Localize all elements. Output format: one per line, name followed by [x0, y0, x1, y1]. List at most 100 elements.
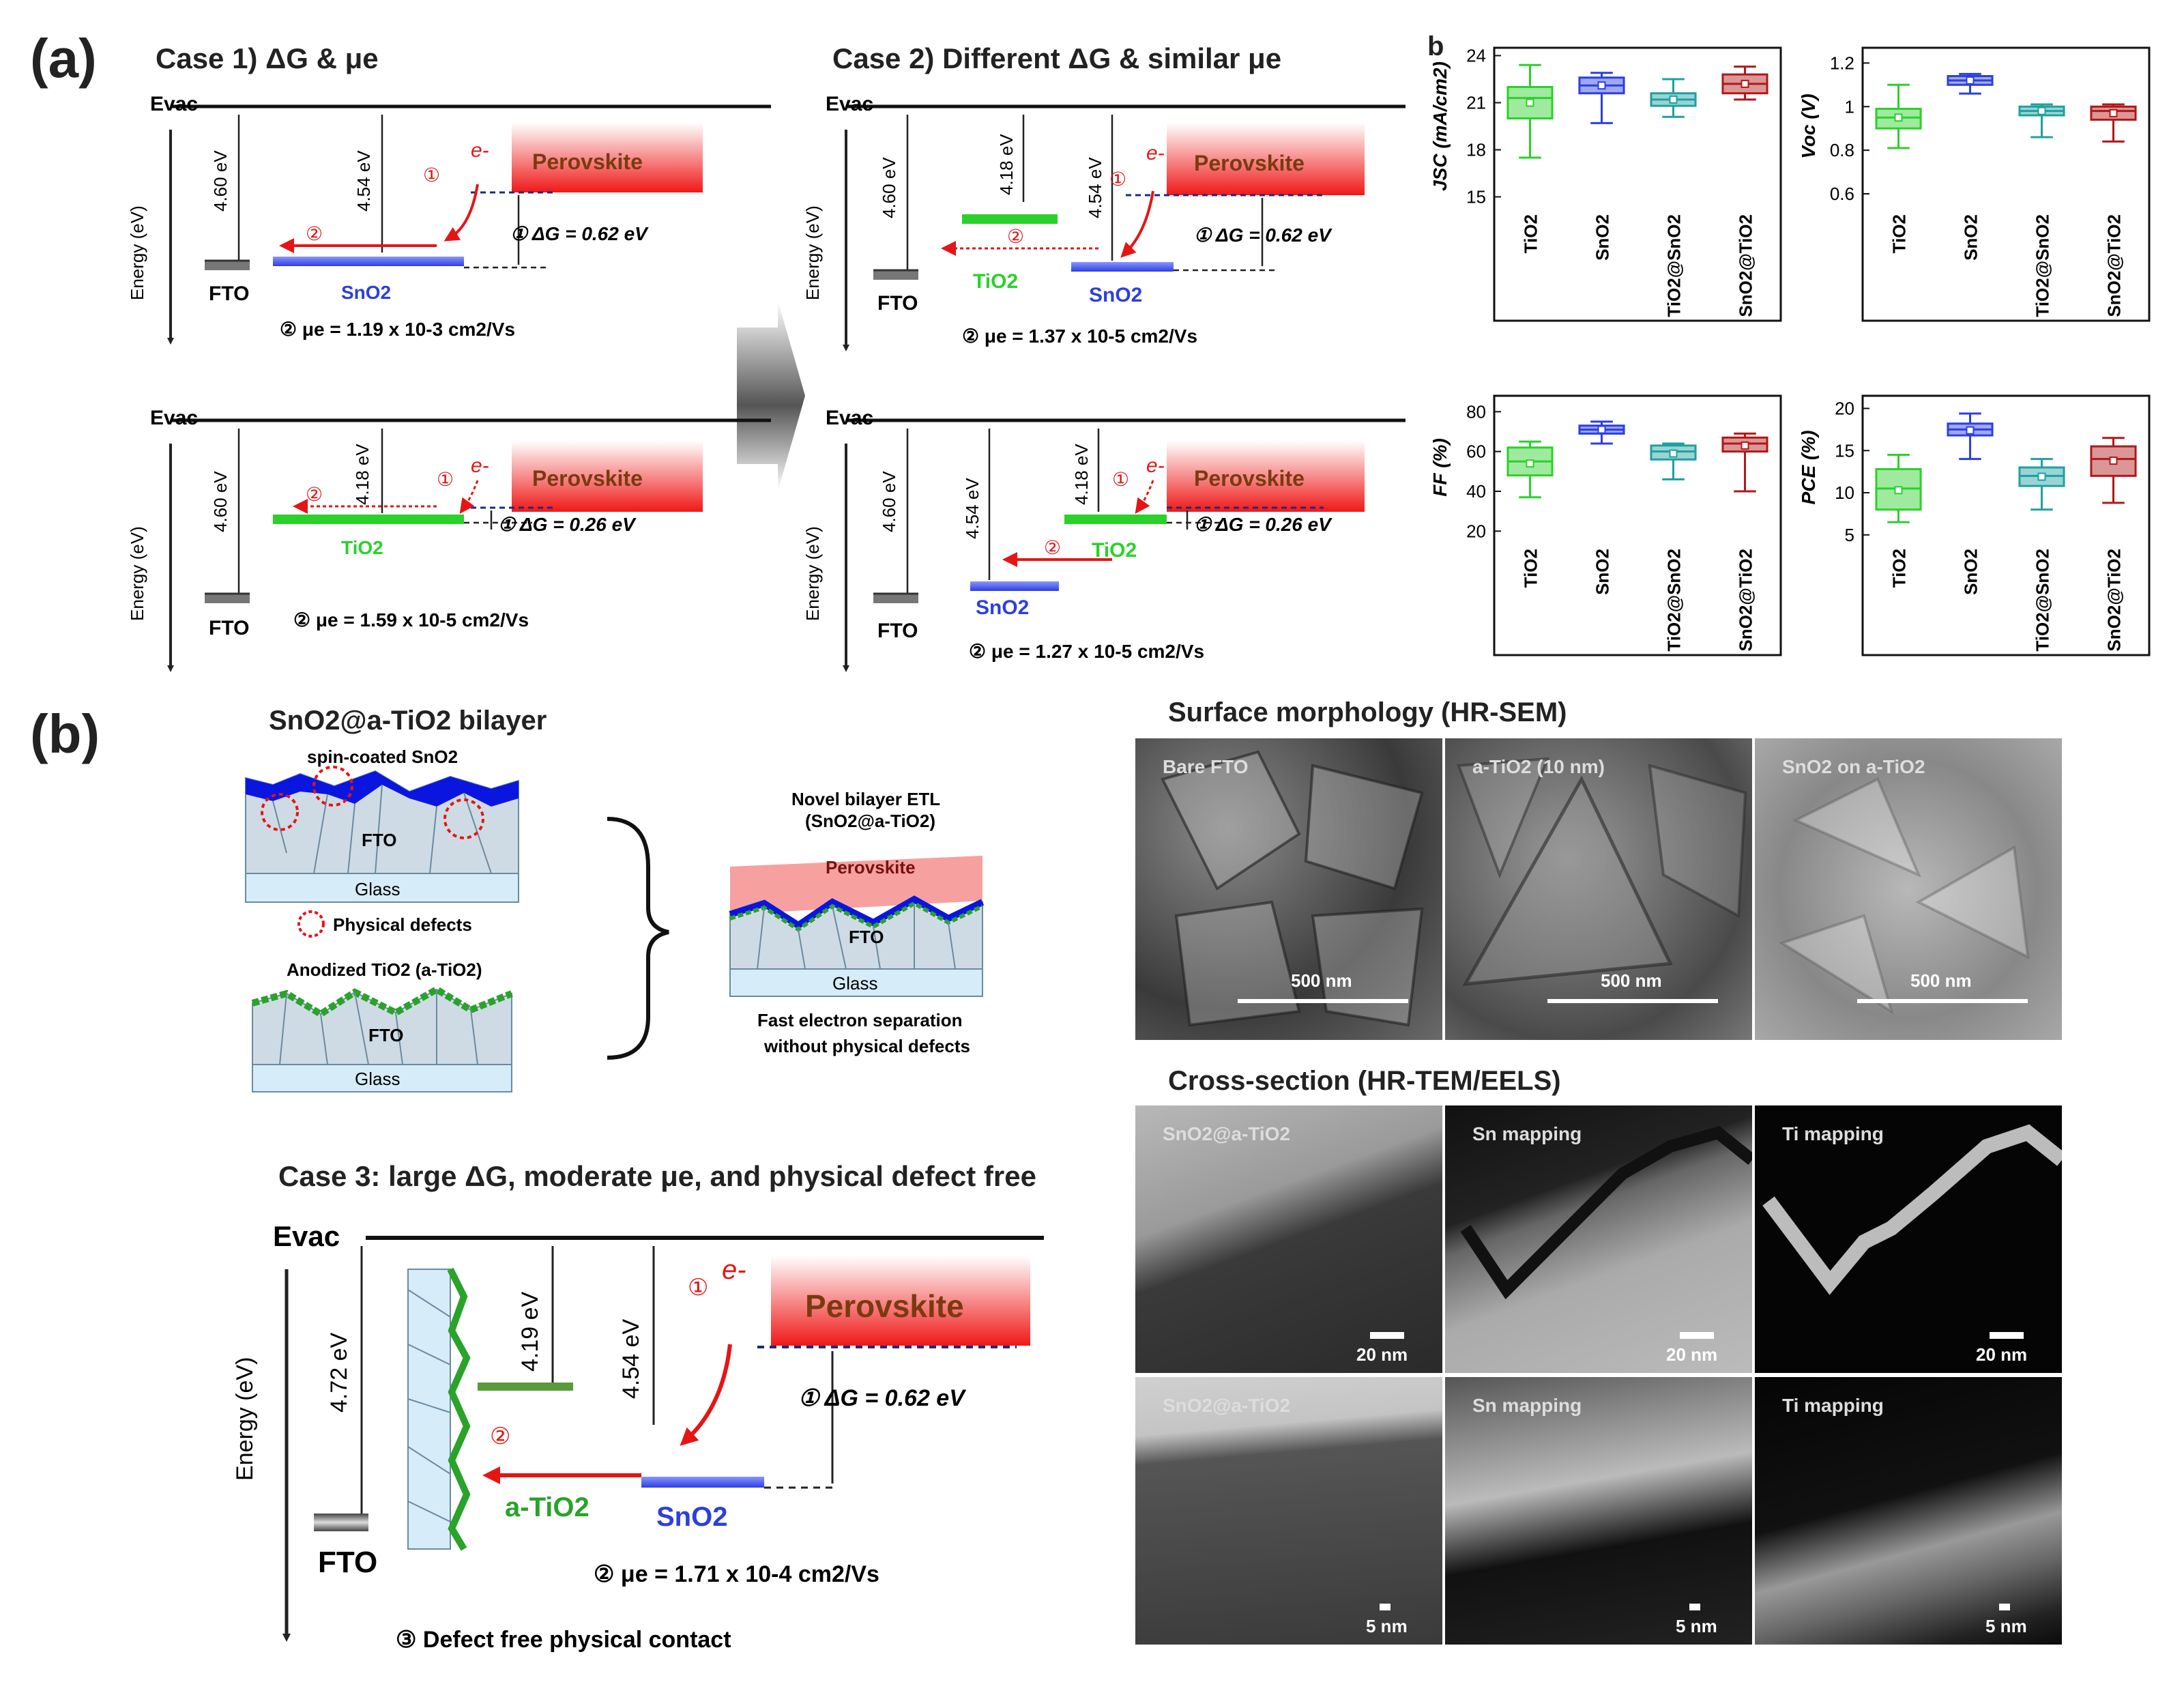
evac-label: Evac [150, 407, 198, 429]
tem-scalebar: 5 nm [1985, 1616, 2027, 1636]
tem-title: Cross-section (HR-TEM/EELS) [1168, 1066, 1561, 1096]
evac-label: Evac [826, 93, 873, 115]
case2-bottom-diagram: Evac Energy (eV) 4.60 eV 4.54 eV 4.18 eV… [802, 407, 1406, 672]
x-category-label: TiO2@SnO2 [1664, 214, 1685, 317]
glass-label: Glass [355, 1069, 400, 1089]
tem-caption: SnO2@a-TiO2 [1163, 1395, 1291, 1416]
mu-value: ② μe = 1.27 x 10-5 cm2/Vs [969, 641, 1204, 662]
y-tick-label: 20 [1466, 521, 1486, 541]
value-460: 4.60 eV [210, 471, 231, 532]
sem-scalebar: 500 nm [1601, 970, 1662, 991]
electron-label: e- [471, 139, 489, 162]
tem-image-bright-field-2: SnO2@a-TiO2 5 nm [1135, 1377, 1442, 1645]
step1-marker: ① [1112, 469, 1129, 490]
energy-axis-label: Energy (eV) [127, 526, 147, 621]
tem-image-ti-mapping-1: Ti mapping 20 nm [1755, 1105, 2062, 1373]
y-axis-label: PCE (%) [1798, 431, 1819, 505]
y-tick-label: 20 [1835, 399, 1854, 419]
tem-image-sn-mapping-2: Sn mapping 5 nm [1445, 1377, 1752, 1645]
fto-label: FTO [877, 292, 918, 315]
defect-free-label: ③ Defect free physical contact [396, 1627, 731, 1653]
value-460: 4.60 eV [879, 471, 899, 532]
x-category-label: TiO2@SnO2 [2033, 214, 2053, 317]
electron-label: e- [1146, 454, 1165, 477]
mu-value: ② μe = 1.71 x 10-4 cm2/Vs [594, 1561, 879, 1587]
y-tick-label: 15 [1835, 440, 1854, 461]
value-419: 4.19 eV [517, 1291, 543, 1372]
value-454: 4.54 eV [353, 150, 374, 212]
y-axis-label: FF (%) [1429, 438, 1451, 497]
panel-b-letter: b [1427, 31, 1444, 61]
electron-label: e- [1146, 142, 1165, 164]
y-tick-label: 40 [1466, 481, 1486, 502]
energy-axis-label: Energy (eV) [802, 205, 823, 300]
sno2-label: SnO2 [656, 1502, 727, 1532]
anodized-label: Anodized TiO2 (a-TiO2) [287, 959, 482, 980]
x-category-label: TiO2 [1889, 214, 1910, 253]
novel-title-2: (SnO2@a-TiO2) [805, 811, 935, 831]
x-category-label: SnO2 [1592, 549, 1613, 595]
x-category-label: TiO2 [1889, 549, 1910, 588]
energy-axis-label: Energy (eV) [232, 1357, 258, 1481]
fto-label: FTO [209, 617, 249, 639]
perovskite-label: Perovskite [1194, 151, 1305, 175]
chart-frame [1861, 394, 2151, 656]
glass-label: Glass [832, 973, 877, 994]
value-454: 4.54 eV [1085, 157, 1105, 218]
energy-axis-label: Energy (eV) [127, 205, 147, 300]
physical-defects-label: Physical defects [333, 914, 472, 935]
tem-scalebar: 20 nm [1356, 1344, 1408, 1365]
y-tick-label: 10 [1835, 482, 1854, 503]
dg-value: ① ΔG = 0.62 eV [798, 1385, 967, 1411]
value-454: 4.54 eV [962, 478, 982, 539]
tem-scalebar: 5 nm [1366, 1616, 1408, 1636]
box-mean [1597, 425, 1606, 434]
x-category-label: SnO2@TiO2 [2104, 549, 2125, 652]
y-tick-label: 80 [1466, 401, 1486, 422]
y-tick-label: 21 [1466, 93, 1486, 113]
value-418: 4.18 eV [996, 134, 1017, 195]
fto-label: FTO [368, 1025, 404, 1045]
mu-value: ② μe = 1.19 x 10-3 cm2/Vs [280, 319, 515, 340]
step2-marker: ② [1007, 226, 1024, 247]
box-mean [1894, 486, 1903, 495]
step1-marker: ① [423, 164, 440, 186]
case3-band-diagram: Evac Energy (eV) 4.72 eV 4.19 eV 4.54 eV… [232, 1220, 1044, 1653]
tem-scalebar: 20 nm [1666, 1344, 1718, 1365]
panel-b-label: (b) [30, 704, 100, 764]
tem-caption: Ti mapping [1782, 1395, 1884, 1416]
fast-electron-2: without physical defects [763, 1036, 970, 1056]
sem-scalebar: 500 nm [1291, 970, 1352, 991]
tem-image-bright-field-1: SnO2@a-TiO2 20 nm [1135, 1105, 1442, 1373]
dg-value: ① ΔG = 0.62 eV [1194, 225, 1333, 246]
perovskite-label: Perovskite [532, 149, 643, 174]
sno2-label: SnO2 [976, 596, 1029, 619]
value-418: 4.18 eV [1071, 444, 1092, 505]
evac-label: Evac [273, 1220, 340, 1252]
tem-image-ti-mapping-2: Ti mapping 5 nm [1755, 1377, 2062, 1645]
dg-value: ① ΔG = 0.26 eV [1194, 514, 1333, 535]
box-mean [1597, 81, 1606, 90]
y-tick-label: 1 [1845, 96, 1854, 117]
box-mean [1526, 98, 1534, 107]
novel-title-1: Novel bilayer ETL [791, 789, 940, 809]
value-472: 4.72 eV [326, 1332, 352, 1413]
box-mean [2109, 457, 2118, 465]
case2-top-diagram: Evac Energy (eV) 4.60 eV 4.18 eV 4.54 eV… [802, 93, 1406, 351]
chart-frame [1861, 46, 2151, 322]
sem-title: Surface morphology (HR-SEM) [1168, 697, 1567, 727]
energy-axis-label: Energy (eV) [802, 526, 823, 621]
perovskite-label: Perovskite [826, 857, 916, 878]
y-tick-label: 0.6 [1830, 184, 1854, 204]
value-454: 4.54 eV [618, 1318, 644, 1399]
value-418: 4.18 eV [352, 444, 373, 505]
box-mean [1669, 449, 1678, 458]
perovskite-label: Perovskite [532, 466, 643, 491]
y-tick-label: 0.8 [1830, 140, 1854, 160]
dg-value: ① ΔG = 0.26 eV [498, 514, 637, 535]
dg-value: ① ΔG = 0.62 eV [510, 223, 649, 244]
y-tick-label: 5 [1845, 525, 1854, 545]
step1-marker: ① [1109, 169, 1126, 190]
y-tick-label: 1.2 [1830, 53, 1854, 73]
